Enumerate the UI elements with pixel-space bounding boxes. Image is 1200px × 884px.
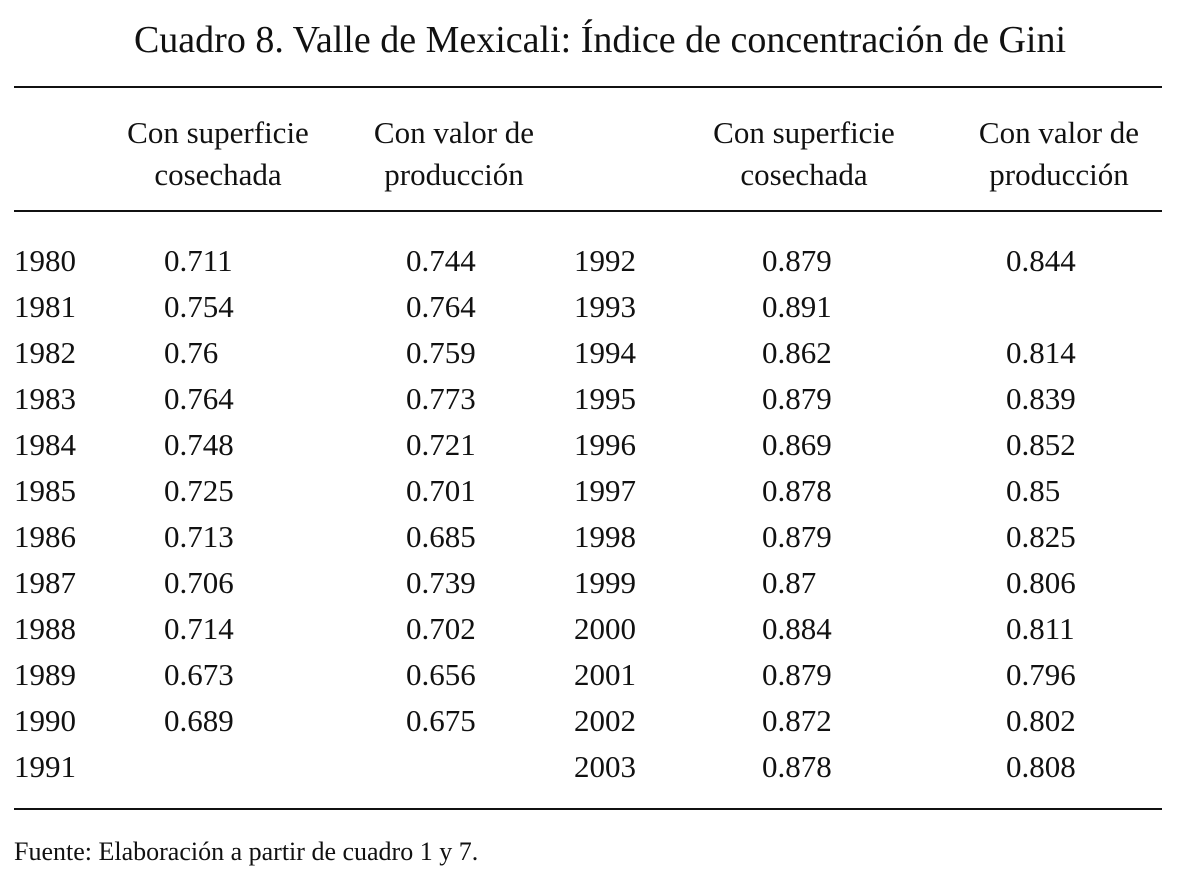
- superficie-cell: 0.878: [762, 749, 832, 784]
- valor-cell: 0.721: [406, 427, 476, 462]
- superficie-cell: 0.754: [164, 289, 234, 324]
- valor-cell: 0.802: [1006, 703, 1076, 738]
- superficie-cell: 0.879: [762, 519, 832, 554]
- superficie-cell: 0.714: [164, 611, 234, 646]
- valor-cell: 0.825: [1006, 519, 1076, 554]
- year-cell: 1991: [14, 749, 76, 784]
- year-cell: 1988: [14, 611, 76, 646]
- valor-cell: 0.739: [406, 565, 476, 600]
- year-cell: 1992: [574, 243, 636, 278]
- year-cell: 2002: [574, 703, 636, 738]
- valor-cell: 0.808: [1006, 749, 1076, 784]
- superficie-cell: 0.878: [762, 473, 832, 508]
- header-line: producción: [384, 157, 524, 192]
- top-rule: [14, 86, 1162, 88]
- header-left-valor: Con valor de producción: [346, 112, 562, 196]
- header-line: producción: [989, 157, 1129, 192]
- header-line: Con superficie: [127, 115, 309, 150]
- year-cell: 1995: [574, 381, 636, 416]
- superficie-cell: 0.87: [762, 565, 817, 600]
- year-cell: 1994: [574, 335, 636, 370]
- valor-cell: 0.759: [406, 335, 476, 370]
- header-line: Con superficie: [713, 115, 895, 150]
- superficie-cell: 0.884: [762, 611, 832, 646]
- valor-cell: 0.839: [1006, 381, 1076, 416]
- year-cell: 1987: [14, 565, 76, 600]
- year-cell: 1993: [574, 289, 636, 324]
- year-cell: 1980: [14, 243, 76, 278]
- header-right-valor: Con valor de producción: [952, 112, 1166, 196]
- superficie-cell: 0.713: [164, 519, 234, 554]
- superficie-cell: 0.879: [762, 243, 832, 278]
- year-cell: 2000: [574, 611, 636, 646]
- valor-cell: 0.811: [1006, 611, 1075, 646]
- valor-cell: 0.675: [406, 703, 476, 738]
- header-right-superficie: Con superficie cosechada: [684, 112, 924, 196]
- header-line: cosechada: [740, 157, 868, 192]
- year-cell: 2003: [574, 749, 636, 784]
- valor-cell: 0.852: [1006, 427, 1076, 462]
- superficie-cell: 0.879: [762, 381, 832, 416]
- valor-cell: 0.773: [406, 381, 476, 416]
- superficie-cell: 0.711: [164, 243, 233, 278]
- header-line: Con valor de: [373, 115, 535, 150]
- year-cell: 1998: [574, 519, 636, 554]
- valor-cell: 0.701: [406, 473, 476, 508]
- valor-cell: 0.85: [1006, 473, 1061, 508]
- superficie-cell: 0.869: [762, 427, 832, 462]
- header-rule: [14, 210, 1162, 212]
- table-title: Cuadro 8. Valle de Mexicali: Índice de c…: [133, 19, 1067, 61]
- bottom-rule: [14, 808, 1162, 810]
- year-cell: 1989: [14, 657, 76, 692]
- superficie-cell: 0.76: [164, 335, 219, 370]
- superficie-cell: 0.689: [164, 703, 234, 738]
- year-cell: 1996: [574, 427, 636, 462]
- superficie-cell: 0.862: [762, 335, 832, 370]
- year-cell: 1982: [14, 335, 76, 370]
- superficie-cell: 0.879: [762, 657, 832, 692]
- valor-cell: 0.814: [1006, 335, 1076, 370]
- superficie-cell: 0.673: [164, 657, 234, 692]
- year-cell: 1986: [14, 519, 76, 554]
- year-cell: 2001: [574, 657, 636, 692]
- source-note: Fuente: Elaboración a partir de cuadro 1…: [14, 837, 479, 866]
- year-cell: 1997: [574, 473, 636, 508]
- valor-cell: 0.744: [406, 243, 476, 278]
- valor-cell: 0.806: [1006, 565, 1076, 600]
- year-cell: 1990: [14, 703, 76, 738]
- year-cell: 1981: [14, 289, 76, 324]
- superficie-cell: 0.872: [762, 703, 832, 738]
- superficie-cell: 0.725: [164, 473, 234, 508]
- year-cell: 1985: [14, 473, 76, 508]
- superficie-cell: 0.706: [164, 565, 234, 600]
- valor-cell: 0.656: [406, 657, 476, 692]
- superficie-cell: 0.748: [164, 427, 234, 462]
- year-cell: 1999: [574, 565, 636, 600]
- header-line: Con valor de: [978, 115, 1140, 150]
- superficie-cell: 0.764: [164, 381, 234, 416]
- header-left-superficie: Con superficie cosechada: [100, 112, 336, 196]
- header-line: cosechada: [154, 157, 282, 192]
- valor-cell: 0.764: [406, 289, 476, 324]
- valor-cell: 0.685: [406, 519, 476, 554]
- valor-cell: 0.702: [406, 611, 476, 646]
- superficie-cell: 0.891: [762, 289, 832, 324]
- year-cell: 1984: [14, 427, 76, 462]
- valor-cell: 0.844: [1006, 243, 1076, 278]
- valor-cell: 0.796: [1006, 657, 1076, 692]
- year-cell: 1983: [14, 381, 76, 416]
